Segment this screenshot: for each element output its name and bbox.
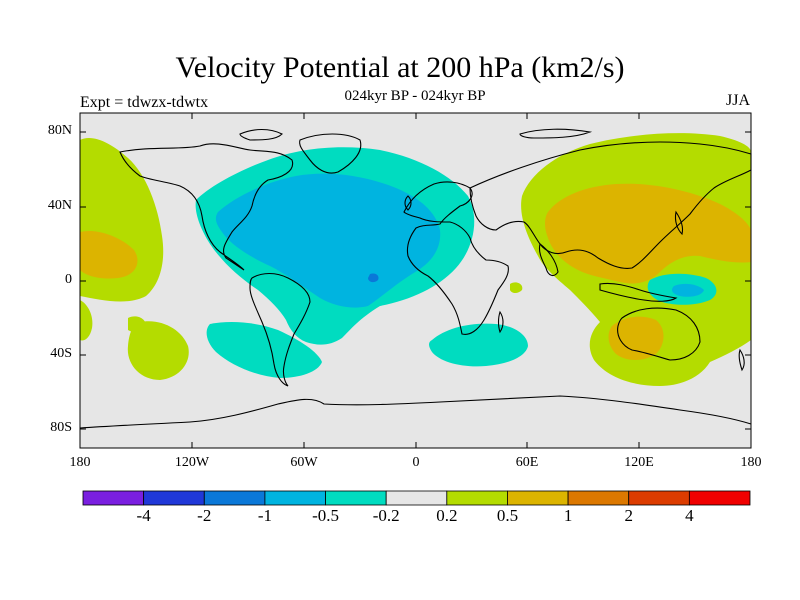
coastline-madagascar	[497, 310, 504, 334]
coastline-japan	[674, 210, 684, 236]
contour-neg-maritime-core	[672, 283, 704, 297]
colorbar-box	[567, 490, 630, 506]
colorbar-box	[507, 490, 569, 506]
contour-pos-asia-core	[545, 183, 751, 284]
colorbar-box	[385, 490, 448, 506]
colorbar-label: 1	[563, 506, 573, 525]
coastline-north-america	[119, 143, 294, 271]
coastline-europe-africa	[403, 181, 509, 335]
lat-label-40n: 40N	[47, 198, 72, 213]
contour-neg-indian-ocean	[429, 323, 528, 367]
coastline-greenland	[299, 133, 362, 174]
contour-neg-south-america	[206, 322, 322, 378]
colorbar-label: 0.5	[496, 506, 519, 525]
lon-label-180w: 180	[69, 455, 91, 470]
lon-label-60e: 60E	[515, 455, 539, 470]
lat-label-0: 0	[65, 272, 72, 287]
coastlines	[79, 128, 752, 429]
coastline-new-zealand	[738, 348, 745, 372]
colorbar-label: -1	[257, 506, 272, 525]
coastline-antarctica	[79, 395, 752, 429]
colorbar-label: 0.2	[436, 506, 458, 525]
coastline-arctic-islands	[239, 128, 593, 141]
coastline-india	[538, 243, 559, 277]
colorbar-label: 2	[624, 506, 633, 525]
axis-ticks	[79, 113, 752, 448]
colorbar-label: -4	[136, 506, 151, 525]
coastline-indonesia	[599, 282, 678, 302]
lon-label-0: 0	[412, 455, 420, 470]
colorbar-box	[143, 490, 205, 506]
contour-pos-south-pacific	[127, 321, 189, 380]
colorbar	[82, 490, 751, 506]
lat-label-80n: 80N	[47, 123, 72, 138]
contour-fields	[80, 133, 751, 386]
contour-pos-south-pacific-edge	[80, 300, 93, 341]
chart-subtitle: 024kyr BP - 024kyr BP	[344, 88, 486, 104]
lon-label-120e: 120E	[624, 455, 654, 470]
lat-label-80s: 80S	[50, 420, 72, 435]
colorbar-label: -0.5	[312, 506, 339, 525]
coastline-asia	[469, 141, 752, 269]
colorbar-box	[82, 490, 145, 506]
colorbar-box	[325, 490, 387, 506]
lon-label-120w: 120W	[174, 455, 210, 470]
colorbar-label: -2	[197, 506, 212, 525]
lon-label-60w: 60W	[290, 455, 318, 470]
contour-pos-east-africa-small	[510, 282, 523, 293]
contour-pos-east-pacific-small	[128, 316, 146, 333]
chart-title: Velocity Potential at 200 hPa (km2/s)	[175, 51, 625, 84]
coastline-british-isles	[404, 195, 412, 211]
lon-label-180e: 180	[740, 455, 762, 470]
contour-neg-atlantic-strong	[368, 273, 379, 283]
contour-pos-australia	[608, 316, 664, 360]
coastline-south-america	[249, 272, 311, 387]
colorbar-label: 4	[685, 506, 694, 525]
colorbar-box	[688, 490, 751, 506]
colorbar-box	[203, 490, 266, 506]
coastline-australia	[617, 307, 701, 361]
contour-neg-atlantic-mid	[215, 173, 441, 308]
lat-label-40s: 40S	[50, 346, 72, 361]
season-label: JJA	[726, 92, 751, 109]
colorbar-label: -0.2	[372, 506, 400, 525]
experiment-label: Expt = tdwzx-tdwtx	[80, 94, 209, 111]
colorbar-box	[264, 490, 326, 506]
colorbar-box	[446, 490, 508, 506]
colorbar-box	[628, 490, 690, 506]
contour-pos-mid-pacific-center	[80, 230, 138, 279]
